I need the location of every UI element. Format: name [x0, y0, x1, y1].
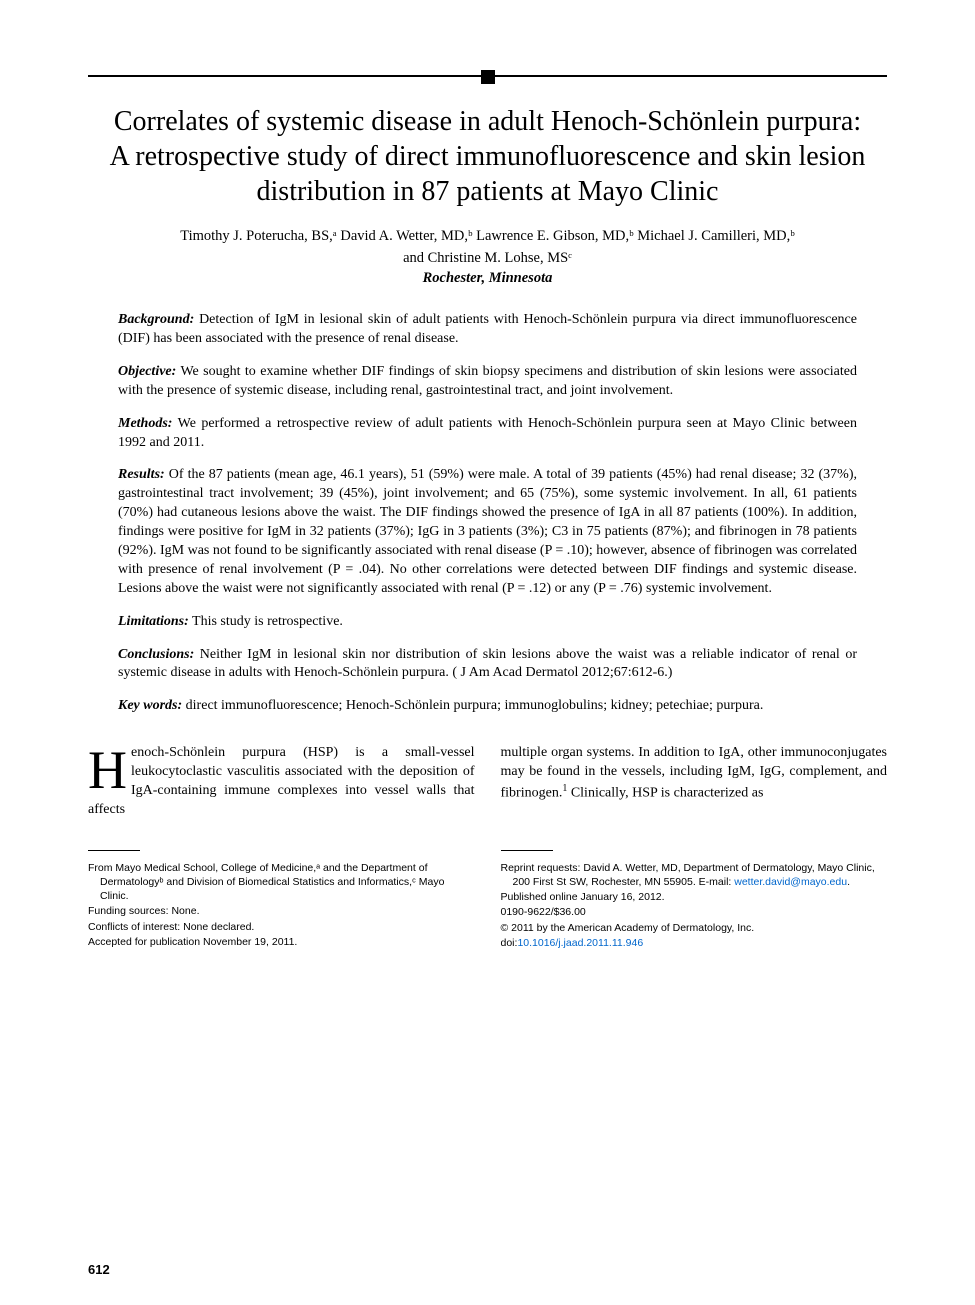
footer-rule-left	[88, 850, 140, 851]
abstract-label-background: Background:	[118, 312, 194, 327]
footer-columns: From Mayo Medical School, College of Med…	[88, 861, 887, 951]
body-paragraph-1: Henoch-Schönlein purpura (HSP) is a smal…	[88, 744, 475, 820]
abstract-conclusions: Conclusions: Neither IgM in lesional ski…	[118, 646, 857, 684]
author-location: Rochester, Minnesota	[88, 270, 887, 287]
footer-rule-row	[88, 820, 887, 861]
abstract-text-methods: We performed a retrospective review of a…	[118, 416, 857, 450]
abstract-label-methods: Methods:	[118, 416, 172, 431]
footer-column-left: From Mayo Medical School, College of Med…	[88, 861, 475, 951]
footer-doi: doi:10.1016/j.jaad.2011.11.946	[501, 936, 888, 950]
abstract-limitations: Limitations: This study is retrospective…	[118, 613, 857, 632]
footer-affiliation: From Mayo Medical School, College of Med…	[88, 861, 475, 904]
abstract-label-objective: Objective:	[118, 364, 176, 379]
abstract-results: Results: Of the 87 patients (mean age, 4…	[118, 466, 857, 598]
body-col1-text: enoch-Schönlein purpura (HSP) is a small…	[88, 745, 475, 817]
abstract-label-keywords: Key words:	[118, 698, 182, 713]
abstract-label-conclusions: Conclusions:	[118, 647, 194, 662]
footer-issn: 0190-9622/$36.00	[501, 905, 888, 919]
abstract-objective: Objective: We sought to examine whether …	[118, 363, 857, 401]
footer-published: Published online January 16, 2012.	[501, 890, 888, 904]
body-col2-text-b: Clinically, HSP is characterized as	[567, 786, 763, 801]
abstract-background: Background: Detection of IgM in lesional…	[118, 311, 857, 349]
footer-reprint-period: .	[847, 876, 850, 888]
abstract-text-background: Detection of IgM in lesional skin of adu…	[118, 312, 857, 346]
footer-conflicts: Conflicts of interest: None declared.	[88, 920, 475, 934]
authors-line-1: Timothy J. Poterucha, BS,ᵃ David A. Wett…	[88, 227, 887, 247]
dropcap: H	[88, 744, 131, 794]
title-ornament	[88, 70, 887, 82]
footer-accepted: Accepted for publication November 19, 20…	[88, 935, 475, 949]
body-text-columns: Henoch-Schönlein purpura (HSP) is a smal…	[88, 744, 887, 820]
abstract-methods: Methods: We performed a retrospective re…	[118, 415, 857, 453]
abstract-block: Background: Detection of IgM in lesional…	[118, 311, 857, 716]
footer-copyright: © 2011 by the American Academy of Dermat…	[501, 921, 888, 935]
body-paragraph-2: multiple organ systems. In addition to I…	[501, 744, 888, 803]
abstract-label-results: Results:	[118, 467, 165, 482]
body-column-left: Henoch-Schönlein purpura (HSP) is a smal…	[88, 744, 475, 820]
authors-line-2: and Christine M. Lohse, MSᶜ	[88, 249, 887, 269]
title-rule-block	[481, 70, 495, 84]
abstract-text-objective: We sought to examine whether DIF finding…	[118, 364, 857, 398]
abstract-text-limitations: This study is retrospective.	[189, 614, 343, 629]
abstract-label-limitations: Limitations:	[118, 614, 189, 629]
abstract-text-keywords: direct immunofluorescence; Henoch-Schönl…	[182, 698, 763, 713]
abstract-keywords: Key words: direct immunofluorescence; He…	[118, 697, 857, 716]
abstract-text-conclusions: Neither IgM in lesional skin nor distrib…	[118, 647, 857, 681]
abstract-text-results: Of the 87 patients (mean age, 46.1 years…	[118, 467, 857, 595]
page-number: 612	[88, 1262, 110, 1277]
footer-funding: Funding sources: None.	[88, 904, 475, 918]
footer-reprint: Reprint requests: David A. Wetter, MD, D…	[501, 861, 888, 889]
article-title: Correlates of systemic disease in adult …	[108, 104, 867, 209]
footer-email-link[interactable]: wetter.david@mayo.edu	[734, 876, 847, 888]
footer-doi-link[interactable]: 10.1016/j.jaad.2011.11.946	[517, 937, 643, 949]
footer-doi-label: doi:	[501, 937, 518, 949]
body-column-right: multiple organ systems. In addition to I…	[501, 744, 888, 820]
footer-column-right: Reprint requests: David A. Wetter, MD, D…	[501, 861, 888, 951]
footer-rule-right	[501, 850, 553, 851]
